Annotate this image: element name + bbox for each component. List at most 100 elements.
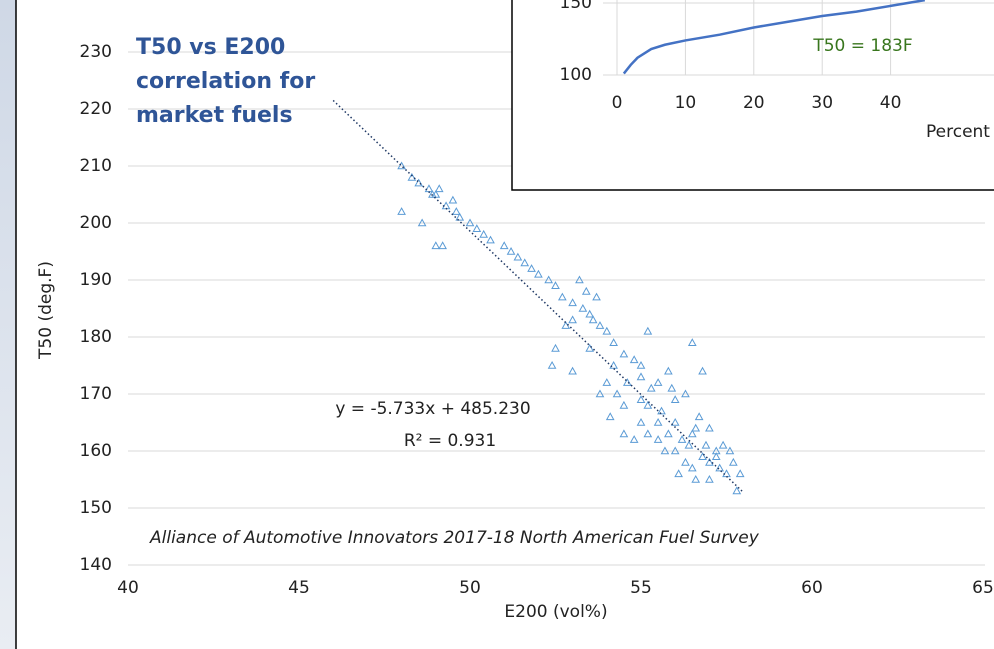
point xyxy=(653,435,663,443)
point xyxy=(732,486,742,495)
point xyxy=(431,189,441,198)
point xyxy=(687,338,697,346)
annotation-line: T50 vs E200 xyxy=(136,35,285,60)
point xyxy=(499,241,509,250)
point xyxy=(414,178,424,187)
point xyxy=(664,366,673,375)
point xyxy=(534,269,543,278)
point xyxy=(585,309,595,318)
y-tick-label: 230 xyxy=(80,42,112,62)
point xyxy=(486,235,495,244)
point xyxy=(735,469,745,478)
point xyxy=(711,452,721,460)
point xyxy=(728,457,738,466)
point xyxy=(513,252,523,261)
point xyxy=(612,389,622,398)
point xyxy=(547,360,557,369)
x-tick-label: 50 xyxy=(459,578,481,598)
point xyxy=(646,383,656,392)
point xyxy=(438,241,447,250)
equation: y = -5.733x + 485.230 xyxy=(335,399,530,419)
point xyxy=(506,246,516,255)
point xyxy=(417,218,427,227)
point xyxy=(568,366,577,375)
point xyxy=(448,195,458,204)
x-tick-label: 40 xyxy=(117,578,139,598)
point xyxy=(670,417,680,426)
point xyxy=(657,406,666,415)
point xyxy=(544,275,554,284)
point xyxy=(595,389,605,398)
point xyxy=(687,429,697,438)
point xyxy=(670,395,680,403)
point xyxy=(431,241,441,250)
point xyxy=(397,161,406,170)
x-axis-title: E200 (vol%) xyxy=(504,602,607,622)
point xyxy=(698,452,707,460)
inset-annotation: T50 = 183F xyxy=(812,36,912,56)
y-tick-label: 140 xyxy=(80,555,112,575)
point xyxy=(636,360,646,369)
x-tick-label: 40 xyxy=(880,93,902,113)
y-tick-label: 170 xyxy=(80,384,112,404)
y-tick-label: 210 xyxy=(80,156,112,176)
line xyxy=(622,0,926,75)
point xyxy=(643,429,653,438)
point xyxy=(694,412,704,421)
point xyxy=(527,264,536,272)
point xyxy=(705,474,714,483)
y-tick-label: 200 xyxy=(80,213,112,233)
inset-x-axis-title: Percent Evaporated xyxy=(926,122,994,142)
point xyxy=(397,207,406,215)
point xyxy=(609,360,618,369)
point xyxy=(588,315,598,324)
y-tick-label: 160 xyxy=(80,441,112,461)
point xyxy=(660,446,670,455)
x-tick-label: 20 xyxy=(743,93,765,113)
x-tick-label: 45 xyxy=(288,578,310,598)
annotation-line: correlation for xyxy=(136,69,315,94)
point xyxy=(667,383,677,392)
point xyxy=(451,207,461,215)
x-tick-label: 60 xyxy=(801,578,823,598)
point xyxy=(681,389,690,398)
point xyxy=(715,463,725,472)
point xyxy=(691,474,701,483)
point xyxy=(674,469,683,478)
inset-frame xyxy=(511,0,994,191)
point xyxy=(670,446,680,455)
point xyxy=(698,366,707,375)
y-tick-label: 190 xyxy=(80,270,112,290)
point xyxy=(629,435,639,443)
source-note: Alliance of Automotive Innovators 2017-1… xyxy=(149,528,760,548)
y-tick-label: 220 xyxy=(80,99,112,119)
point xyxy=(636,395,646,403)
point xyxy=(575,275,584,284)
point xyxy=(691,423,701,432)
point xyxy=(585,343,595,352)
trendline xyxy=(332,99,745,494)
point xyxy=(687,463,697,472)
point xyxy=(725,446,735,455)
point xyxy=(551,281,560,289)
point xyxy=(718,440,728,449)
point xyxy=(681,457,690,466)
point xyxy=(407,172,417,181)
point xyxy=(602,378,612,386)
point xyxy=(619,429,629,438)
point xyxy=(653,378,663,386)
point xyxy=(551,343,560,352)
point xyxy=(619,349,629,358)
x-tick-label: 0 xyxy=(612,93,623,113)
point xyxy=(643,326,653,335)
r-squared: R² = 0.931 xyxy=(404,431,496,451)
point xyxy=(705,423,714,432)
point xyxy=(581,286,591,295)
point xyxy=(643,400,653,409)
point xyxy=(701,440,711,449)
y-axis-title: T50 (deg.F) xyxy=(36,261,56,360)
point xyxy=(629,355,639,364)
x-tick-label: 10 xyxy=(675,93,697,113)
point xyxy=(568,315,577,324)
